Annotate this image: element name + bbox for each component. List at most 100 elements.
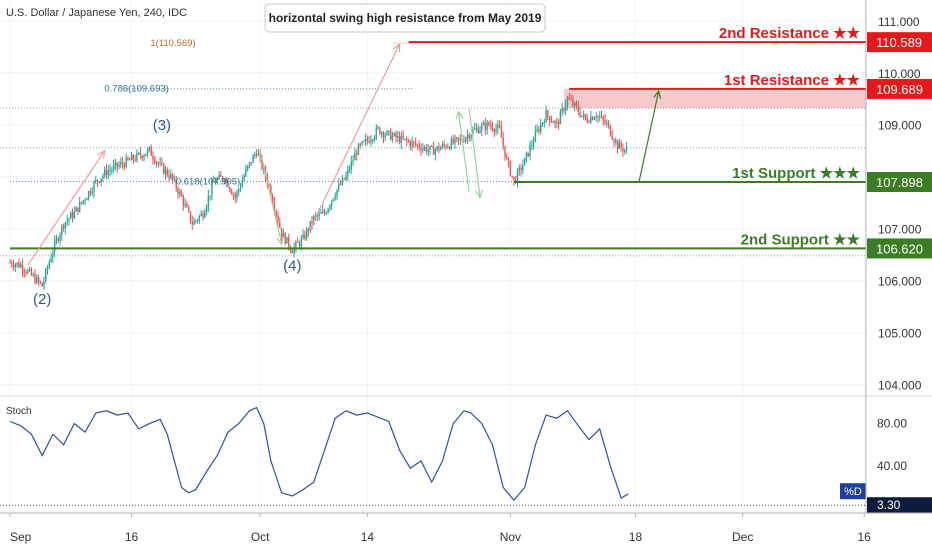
- candle-body: [20, 264, 22, 268]
- fib-label-0: 1(110.569): [150, 38, 195, 49]
- candle-body: [23, 271, 25, 273]
- candle-body: [30, 269, 33, 276]
- candle-body: [547, 110, 549, 117]
- candle-body: [586, 118, 588, 122]
- candle-body: [234, 194, 236, 198]
- annotation-labels: 1(110.569) 0.786(109.693) 0.618(107.905) 2n…: [6, 3, 861, 308]
- candle-body: [593, 118, 596, 120]
- candle-body: [195, 220, 197, 222]
- candle-body: [563, 108, 565, 111]
- level-badge-text-1: 109.689: [876, 82, 923, 97]
- candle-body: [427, 149, 429, 152]
- candle-body: [66, 220, 68, 223]
- candle-body: [354, 153, 356, 161]
- candle-body: [527, 152, 529, 157]
- candle-body: [491, 126, 494, 130]
- candle-body: [148, 146, 151, 150]
- candle-body: [513, 176, 515, 181]
- candle-body: [522, 165, 524, 171]
- candle-body: [18, 262, 20, 268]
- candle-body: [345, 175, 347, 180]
- candle-body: [332, 198, 335, 201]
- fib-label-2: 0.618(107.905): [176, 177, 240, 188]
- candle-body: [150, 146, 152, 156]
- time-tick-4: Nov: [500, 530, 521, 544]
- candle-body: [625, 148, 628, 150]
- arrow-up-1-head: [97, 149, 106, 159]
- candle-body: [141, 155, 143, 159]
- candle-body: [406, 138, 408, 141]
- candle-body: [64, 222, 67, 229]
- candle-body: [159, 162, 161, 164]
- level-lines: [0, 41, 866, 257]
- candle-body: [307, 229, 310, 232]
- candle-body: [202, 213, 204, 218]
- candle-body: [604, 119, 606, 124]
- candle-body: [39, 281, 42, 283]
- candle-body: [177, 188, 179, 195]
- candle-body: [470, 134, 472, 139]
- fib-label-1: 0.786(109.693): [104, 84, 168, 95]
- candle-body: [443, 144, 445, 146]
- wave-label-1: (3): [153, 117, 171, 134]
- candle-body: [282, 233, 285, 238]
- candle-body: [541, 122, 544, 125]
- candle-body: [139, 152, 142, 156]
- candle-body: [388, 130, 390, 132]
- arrow-up-3: [457, 111, 470, 193]
- candle-body: [536, 129, 538, 132]
- candle-body: [393, 133, 395, 136]
- candle-body: [463, 140, 465, 142]
- candle-body: [472, 129, 474, 135]
- candle-body: [615, 140, 617, 143]
- candle-body: [229, 187, 231, 191]
- candle-body: [300, 238, 302, 247]
- candle-body: [327, 208, 329, 213]
- candle-body: [322, 211, 324, 214]
- candle-body: [57, 238, 59, 241]
- candle-body: [91, 191, 93, 194]
- arrow-up-2: [309, 43, 401, 229]
- candle-body: [286, 237, 288, 244]
- candle-body: [154, 159, 156, 163]
- arrow-down-1: [259, 150, 283, 245]
- candlestick-series: [9, 92, 628, 291]
- candle-body: [284, 233, 286, 244]
- candle-body: [11, 262, 13, 266]
- candle-body: [311, 221, 313, 224]
- candle-body: [250, 162, 252, 164]
- candle-body: [448, 147, 451, 149]
- candle-body: [288, 237, 290, 247]
- candle-body: [343, 178, 345, 180]
- candle-body: [624, 149, 626, 152]
- candle-body: [573, 102, 576, 106]
- stoch-series-name: %D: [844, 486, 862, 498]
- candle-body: [620, 142, 622, 148]
- candle-body: [62, 225, 65, 229]
- candle-body: [566, 97, 569, 106]
- candle-body: [12, 265, 15, 268]
- candle-body: [239, 186, 242, 190]
- candle-body: [348, 169, 351, 171]
- candle-body: [532, 141, 535, 146]
- candle-body: [78, 202, 81, 212]
- candle-body: [506, 157, 508, 159]
- candle-body: [404, 138, 406, 140]
- candle-body: [259, 154, 261, 157]
- candle-body: [193, 220, 195, 225]
- candle-body: [357, 144, 360, 155]
- candle-body: [529, 145, 531, 157]
- candle-body: [216, 178, 218, 183]
- candle-body: [493, 129, 495, 132]
- candle-body: [402, 135, 404, 139]
- candle-body: [525, 152, 528, 158]
- candle-body: [509, 161, 512, 176]
- candle-body: [246, 165, 249, 169]
- candle-body: [137, 152, 140, 154]
- candle-body: [223, 179, 226, 181]
- candle-body: [120, 162, 122, 165]
- candle-body: [588, 121, 590, 123]
- candle-body: [14, 264, 17, 268]
